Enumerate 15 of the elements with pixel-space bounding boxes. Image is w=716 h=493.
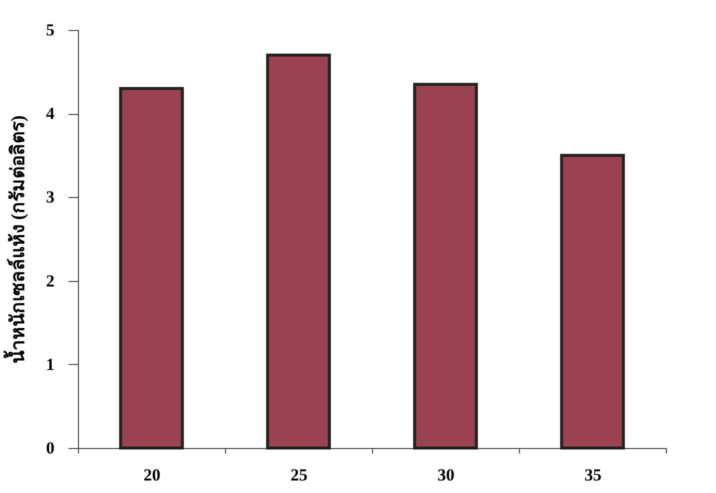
- x-tick-label: 30: [438, 466, 454, 484]
- y-tick-label: 3: [46, 188, 54, 207]
- y-tick-label: 1: [46, 354, 54, 374]
- bar: [560, 154, 625, 450]
- y-axis-title: น้ำหนักเซลล์แห้ง (กรัมต่อลิตร): [3, 115, 29, 364]
- y-tick-label: 5: [46, 20, 54, 40]
- bar: [119, 87, 184, 450]
- y-tick-label: 0: [46, 438, 54, 458]
- y-tick-label: 2: [46, 271, 54, 290]
- y-tick-label: 4: [46, 104, 55, 124]
- bar: [266, 54, 331, 450]
- bar: [413, 82, 478, 450]
- x-tick-label: 35: [584, 466, 602, 484]
- x-tick-label: 25: [290, 466, 308, 484]
- x-tick-label: 20: [144, 466, 160, 484]
